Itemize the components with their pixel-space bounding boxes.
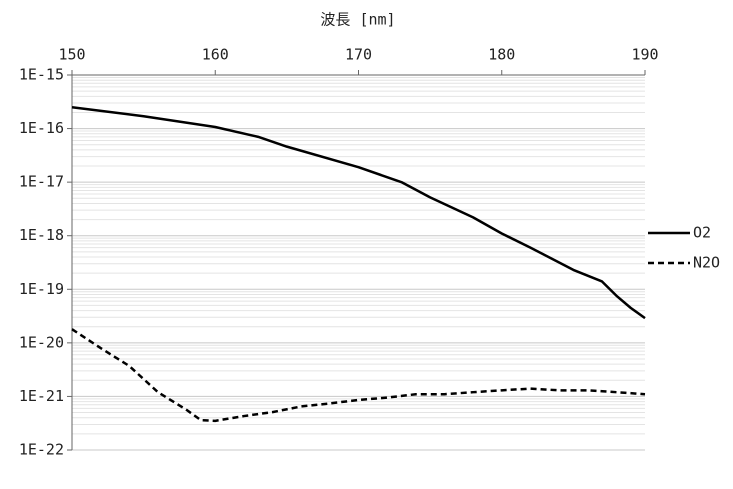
y-tick-label: 1E-20	[19, 333, 64, 351]
x-tick-label: 180	[488, 46, 515, 64]
series-line	[71, 106, 646, 320]
y-tick-label: 1E-21	[19, 387, 64, 405]
axis-title: 波長 [nm]	[320, 11, 395, 29]
y-tick-label: 1E-18	[19, 226, 64, 244]
y-tick-label: 1E-16	[19, 119, 64, 137]
legend-label: O2	[693, 224, 711, 242]
y-tick-label: 1E-19	[19, 280, 64, 298]
x-tick-label: 190	[631, 46, 658, 64]
y-tick-label: 1E-15	[19, 66, 64, 84]
y-tick-label: 1E-22	[19, 441, 64, 459]
x-tick-label: 160	[202, 46, 229, 64]
x-tick-label: 150	[58, 46, 85, 64]
legend-label: N2O	[693, 254, 720, 272]
x-tick-label: 170	[345, 46, 372, 64]
y-tick-label: 1E-17	[19, 173, 64, 191]
series-line	[71, 328, 646, 423]
